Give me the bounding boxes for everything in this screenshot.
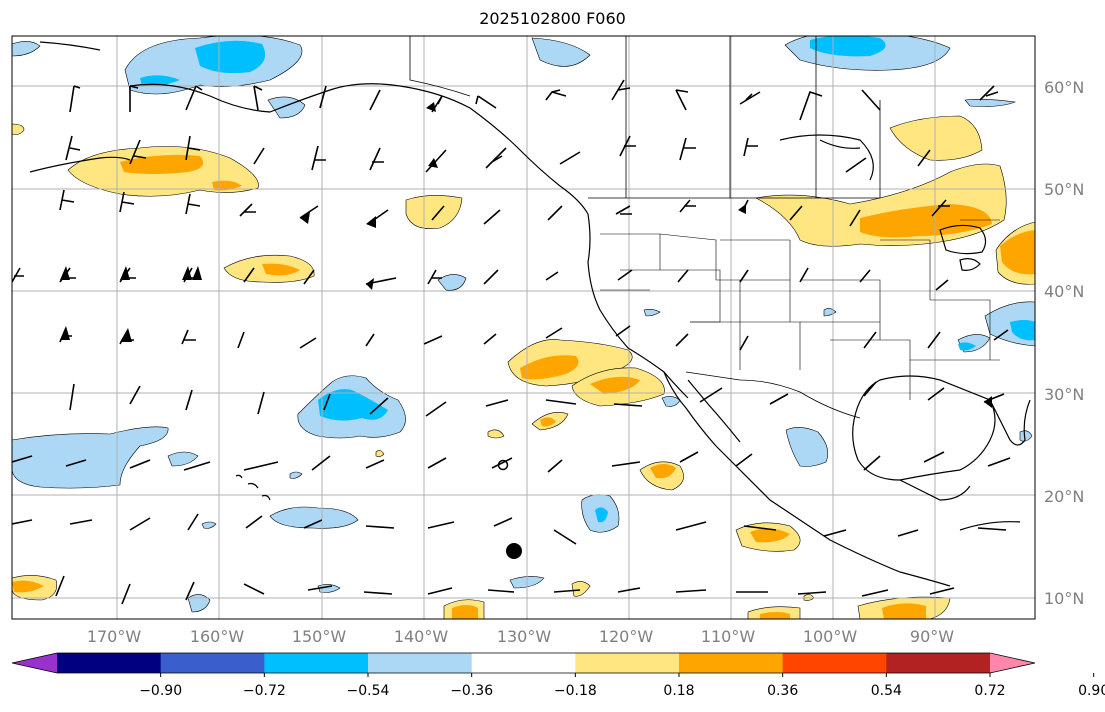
map-frame [11, 35, 1036, 620]
lat-tick-10: 10°N [1044, 589, 1084, 608]
lat-tick-50: 50°N [1044, 180, 1084, 199]
colorbar-tick-label: 0.72 [974, 683, 1005, 699]
lon-tick-130w: 130°W [497, 627, 552, 646]
colorbar-tick-label: −0.72 [243, 683, 286, 699]
wind-pennants [60, 102, 992, 408]
colorbar-extend-low [12, 653, 57, 673]
colorbar-segment [782, 653, 887, 673]
colorbar-tick-label: −0.18 [554, 683, 597, 699]
lon-tick-90w: 90°W [910, 627, 954, 646]
lat-tick-20: 20°N [1044, 487, 1084, 506]
lat-axis: 60°N 50°N 40°N 30°N 20°N 10°N [1044, 78, 1084, 608]
colorbar-segment [471, 653, 576, 673]
states-icon [600, 219, 1000, 400]
borders-icon [409, 36, 881, 419]
lon-axis: 170°W 160°W 150°W 140°W 130°W 120°W 110°… [87, 627, 954, 646]
lon-tick-120w: 120°W [599, 627, 654, 646]
colorbar-tick-label: 0.36 [767, 683, 798, 699]
colorbar-segment [264, 653, 369, 673]
colorbar-outline [11, 652, 1036, 674]
lon-tick-110w: 110°W [701, 627, 756, 646]
lon-tick-140w: 140°W [394, 627, 449, 646]
lon-tick-150w: 150°W [292, 627, 347, 646]
lon-tick-100w: 100°W [803, 627, 858, 646]
colorbar-tick-label: 0.18 [663, 683, 694, 699]
map-layers [12, 36, 1035, 619]
colorbar-segment [160, 653, 265, 673]
lat-tick-30: 30°N [1044, 385, 1084, 404]
strong-negative-anomaly-fill [140, 36, 1035, 523]
map-area [12, 36, 1035, 619]
lat-tick-40: 40°N [1044, 282, 1084, 301]
colorbar-tick-label: −0.90 [139, 683, 182, 699]
colorbar-labels: −0.90 −0.72 −0.54 −0.36 −0.18 0.18 0.36 0.54 0.7… [139, 683, 1105, 699]
strong-positive-anomaly-fill [12, 154, 1035, 619]
colorbar-tick-label: −0.54 [347, 683, 390, 699]
colorbar-segment [368, 653, 473, 673]
colorbar-segment [679, 653, 784, 673]
coastline-icon [29, 41, 1031, 587]
lat-tick-60: 60°N [1044, 78, 1084, 97]
chart-title: 2025102800 F060 [479, 9, 626, 28]
lon-tick-170w: 170°W [87, 627, 142, 646]
tropical-cyclone-marker [506, 543, 522, 559]
colorbar-tick-label: 0.54 [871, 683, 902, 699]
colorbar-tick-label: −0.36 [450, 683, 493, 699]
open-circle-marker [497, 459, 509, 471]
colorbar [11, 652, 1095, 677]
colorbar-segment [886, 653, 991, 673]
colorbar-tick-label: 0.90 [1078, 683, 1105, 699]
colorbar-segment [57, 653, 162, 673]
colorbar-extend-high [990, 653, 1035, 673]
lon-tick-160w: 160°W [190, 627, 245, 646]
colorbar-segment [575, 653, 680, 673]
